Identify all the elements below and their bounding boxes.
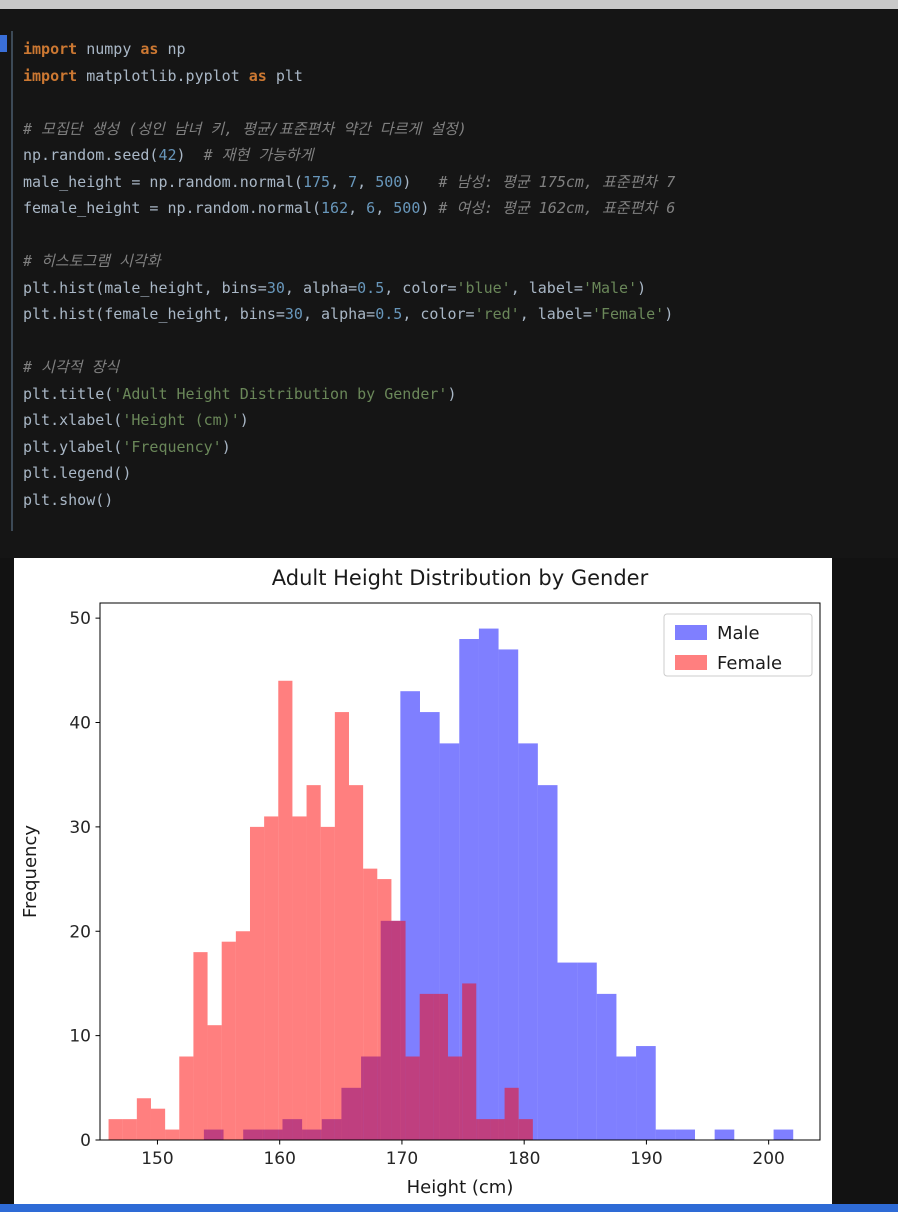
legend-swatch-female (675, 655, 707, 670)
code-line: # 모집단 생성 (성인 남녀 키, 평균/표준편차 약간 다르게 설정) (23, 119, 467, 138)
hist-bar-male (675, 1129, 695, 1140)
gutter-marker (0, 35, 7, 52)
hist-bar-male (557, 962, 578, 1140)
hist-bar-male (518, 743, 538, 1140)
chart-title: Adult Height Distribution by Gender (272, 566, 649, 590)
code-line: female_height = np.random.normal(162, 6,… (23, 199, 676, 217)
y-axis-label: Frequency (20, 825, 41, 918)
hist-bar-male (773, 1129, 794, 1140)
hist-bar-female (278, 680, 293, 1140)
hist-bar-female (235, 931, 250, 1140)
hist-bar-female (221, 941, 236, 1140)
code-line: plt.ylabel('Frequency') (23, 437, 231, 456)
axes-spines (99, 602, 821, 1141)
code-line: plt.xlabel('Height (cm)') (23, 411, 249, 429)
y-tick-label: 50 (69, 609, 91, 629)
hist-bar-female (405, 1056, 420, 1140)
window-bottom-edge (0, 1204, 898, 1212)
code-line: plt.legend() (23, 464, 132, 482)
code-block[interactable]: import numpy as np import matplotlib.pypl… (23, 36, 675, 513)
hist-bar-female (292, 816, 307, 1140)
code-line (23, 89, 675, 116)
hist-bar-male (537, 785, 558, 1140)
hist-bar-female (391, 920, 406, 1140)
x-axis-label: Height (cm) (407, 1177, 514, 1198)
hist-bar-female (490, 1119, 505, 1140)
y-tick-label: 0 (80, 1131, 91, 1151)
code-line (23, 222, 675, 249)
hist-bar-female (448, 1056, 463, 1140)
legend-label: Male (717, 623, 760, 644)
code-line: plt.title('Adult Height Distribution by … (23, 384, 457, 403)
hist-bar-female (165, 1129, 180, 1140)
hist-bar-male (498, 649, 519, 1140)
y-tick-label: 30 (69, 818, 91, 838)
hist-bar-female (108, 1119, 123, 1140)
code-line (23, 328, 675, 355)
x-tick-label: 200 (752, 1149, 784, 1169)
x-tick-label: 190 (630, 1149, 662, 1169)
code-line: plt.hist(male_height, bins=30, alpha=0.5… (23, 278, 647, 297)
hist-bar-female (264, 816, 279, 1140)
code-line: import matplotlib.pyplot as plt (23, 66, 303, 85)
hist-bar-female (136, 1098, 151, 1140)
x-tick-label: 150 (141, 1149, 173, 1169)
hist-bar-male (714, 1129, 735, 1140)
hist-bar-male (616, 1056, 637, 1140)
hist-bar-female (518, 1119, 533, 1140)
y-tick-label: 20 (69, 922, 91, 942)
code-line: # 히스토그램 시각화 (23, 252, 161, 270)
hist-bar-female (377, 879, 392, 1140)
code-line: import numpy as np (23, 40, 186, 58)
hist-bar-female (363, 868, 378, 1140)
x-tick-label: 160 (263, 1149, 295, 1169)
hist-bar-female (320, 826, 335, 1140)
hist-bar-male (655, 1129, 676, 1140)
gutter-indent-guide (11, 31, 13, 531)
hist-bar-female (433, 993, 448, 1140)
hist-bar-male (478, 628, 499, 1140)
x-tick-label: 180 (508, 1149, 540, 1169)
code-line: plt.show() (23, 490, 114, 509)
histogram-chart: 150 160 170 180 190 200 0 10 20 30 40 50 Adult Heigh… (20, 566, 821, 1198)
code-line: plt.hist(female_height, bins=30, alpha=0… (23, 305, 674, 323)
legend-label: Female (717, 653, 782, 674)
hist-bar-female (193, 952, 208, 1140)
hist-bar-male (596, 993, 617, 1140)
legend-swatch-male (675, 625, 707, 640)
code-line: np.random.seed(42) # 재현 가능하게 (23, 146, 314, 164)
hist-bar-male (577, 962, 597, 1140)
code-line: # 시각적 장식 (23, 358, 120, 376)
window-top-edge (0, 0, 898, 9)
y-tick-label: 10 (69, 1027, 91, 1047)
code-line: male_height = np.random.normal(175, 7, 5… (23, 172, 676, 191)
hist-bar-female (150, 1108, 166, 1140)
hist-bar-female (504, 1087, 519, 1140)
x-tick-label: 170 (386, 1149, 418, 1169)
hist-bar-female (334, 712, 349, 1140)
hist-bar-female (462, 983, 477, 1140)
hist-bar-female (419, 993, 434, 1140)
hist-bar-male (636, 1046, 656, 1140)
hist-bar-female (348, 785, 364, 1140)
y-tick-label: 40 (69, 714, 91, 734)
code-editor[interactable]: import numpy as np import matplotlib.pypl… (0, 9, 898, 558)
hist-bar-female (306, 785, 321, 1140)
hist-bar-female (122, 1119, 137, 1140)
hist-bar-female (249, 826, 265, 1140)
hist-bar-female (207, 1025, 222, 1140)
hist-bar-female (476, 1119, 491, 1140)
matplotlib-figure: 150 160 170 180 190 200 0 10 20 30 40 50 Adult Heigh… (14, 558, 832, 1205)
hist-bar-female (179, 1056, 194, 1140)
